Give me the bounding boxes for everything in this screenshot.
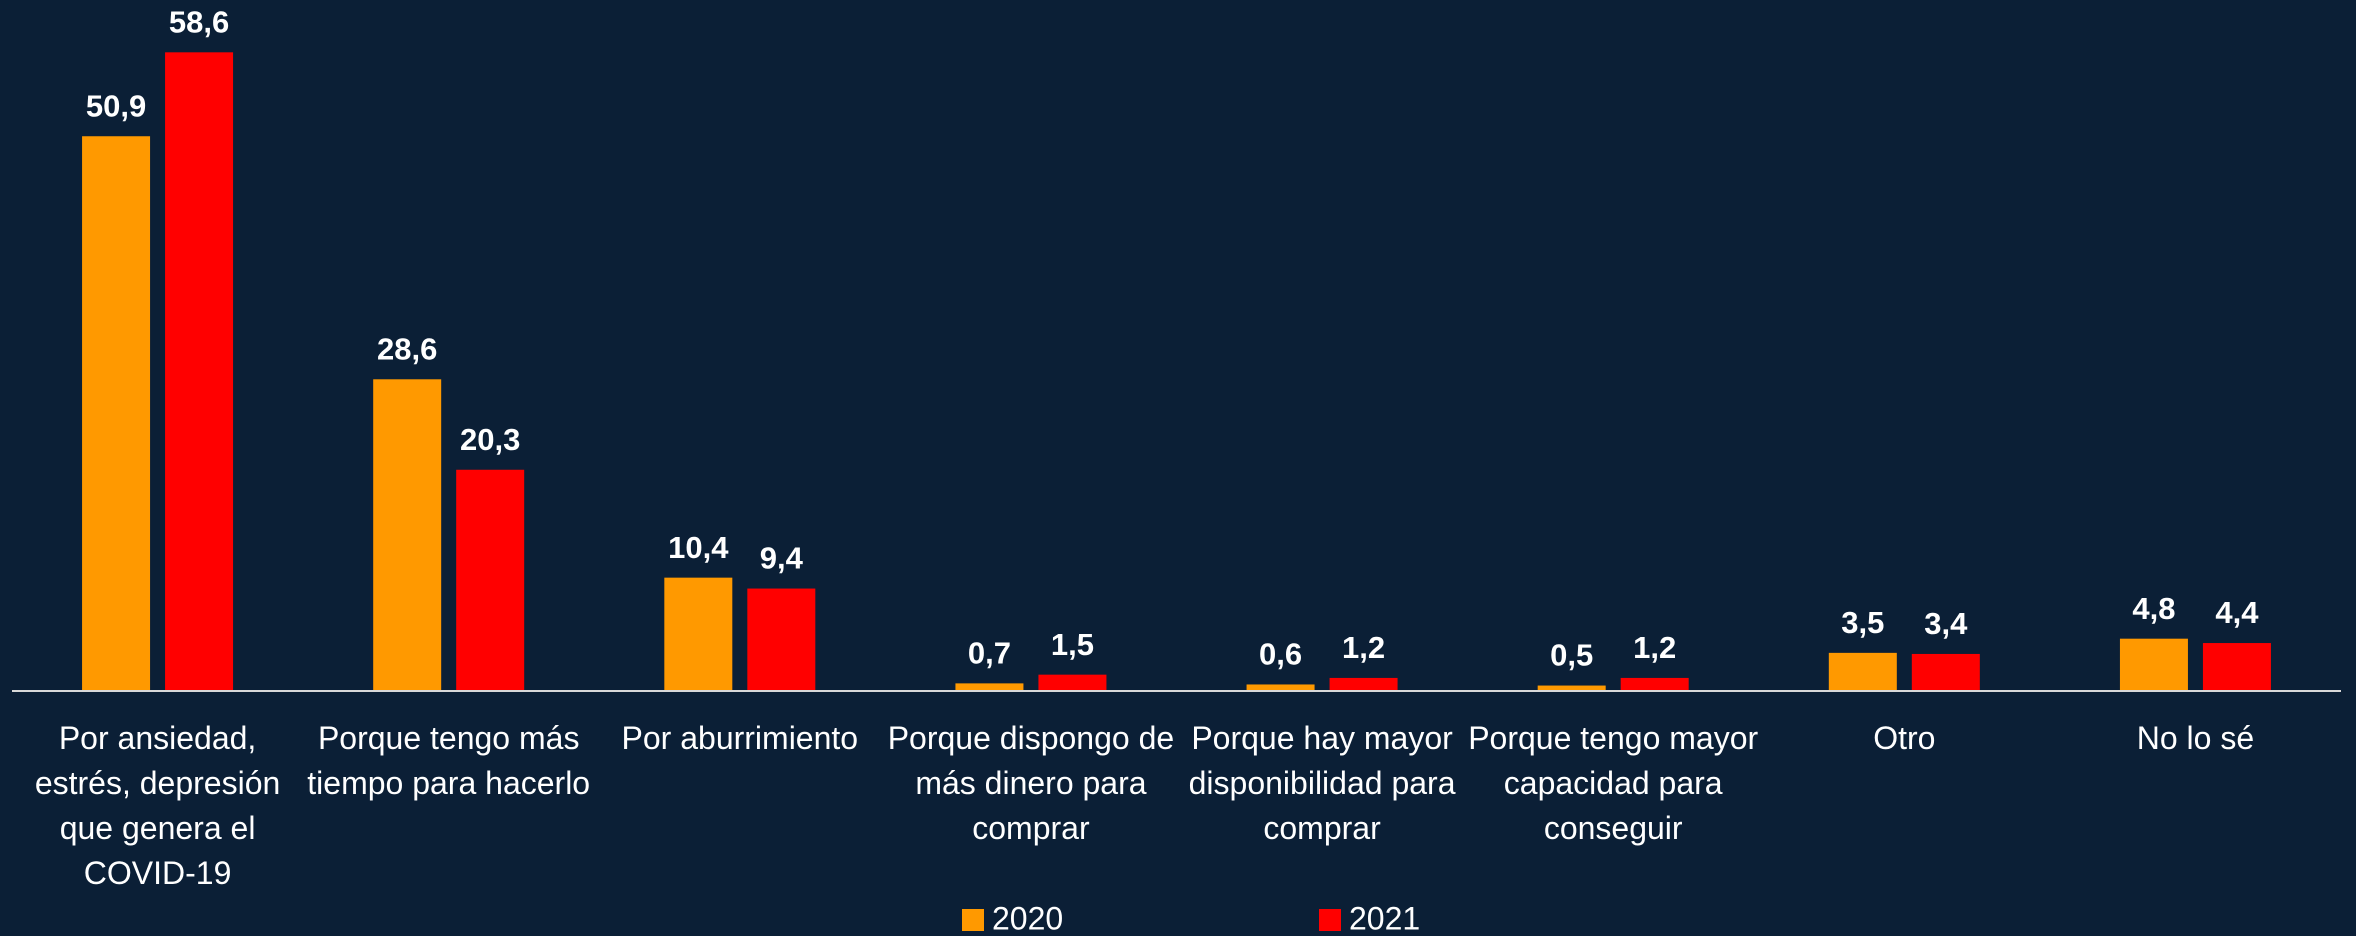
bar bbox=[955, 683, 1024, 691]
bar bbox=[1537, 685, 1606, 691]
legend-swatch bbox=[962, 909, 984, 931]
bar bbox=[1620, 677, 1689, 691]
x-tick-label: Porque dispongo de más dinero para compr… bbox=[887, 720, 1175, 846]
value-label: 9,4 bbox=[760, 541, 804, 576]
value-label: 1,2 bbox=[1342, 630, 1385, 665]
bar bbox=[2119, 638, 2188, 691]
x-tick-label: Porque tengo más tiempo para hacerlo bbox=[307, 720, 591, 801]
bar bbox=[1828, 652, 1897, 691]
bar bbox=[456, 469, 525, 691]
x-tick-label: Porque hay mayor disponibilidad para com… bbox=[1188, 720, 1456, 846]
bar bbox=[747, 588, 816, 691]
legend-label: 2020 bbox=[992, 900, 1063, 936]
value-label: 1,2 bbox=[1633, 630, 1676, 665]
value-label: 3,4 bbox=[1924, 606, 1968, 641]
legend-swatch bbox=[1319, 909, 1341, 931]
bar bbox=[2202, 643, 2271, 691]
x-tick-label: Porque tengo mayor capacidad para conseg… bbox=[1468, 720, 1759, 846]
value-label: 4,4 bbox=[2215, 595, 2259, 630]
value-label: 28,6 bbox=[377, 331, 437, 366]
bar bbox=[1038, 674, 1107, 691]
bar bbox=[1246, 684, 1315, 691]
x-tick-label: Otro bbox=[1873, 720, 1936, 756]
bar bbox=[165, 52, 234, 692]
value-label: 1,5 bbox=[1051, 627, 1094, 662]
bar bbox=[82, 136, 151, 692]
x-tick-label: No lo sé bbox=[2136, 720, 2255, 756]
value-label: 0,6 bbox=[1259, 637, 1302, 672]
value-label: 0,5 bbox=[1550, 638, 1593, 673]
bar bbox=[373, 379, 442, 691]
value-label: 20,3 bbox=[460, 422, 520, 457]
value-label: 0,7 bbox=[968, 636, 1011, 671]
bar bbox=[664, 577, 733, 691]
x-tick-label: Por aburrimiento bbox=[621, 720, 859, 756]
bar bbox=[1329, 677, 1398, 691]
value-label: 3,5 bbox=[1841, 605, 1884, 640]
value-label: 10,4 bbox=[668, 530, 729, 565]
value-label: 58,6 bbox=[169, 5, 229, 40]
x-tick-label: Por ansiedad, estrés, depresión que gene… bbox=[34, 720, 281, 891]
bar bbox=[1911, 653, 1980, 691]
value-label: 50,9 bbox=[86, 88, 146, 123]
legend-label: 2021 bbox=[1349, 900, 1420, 936]
value-label: 4,8 bbox=[2132, 591, 2175, 626]
